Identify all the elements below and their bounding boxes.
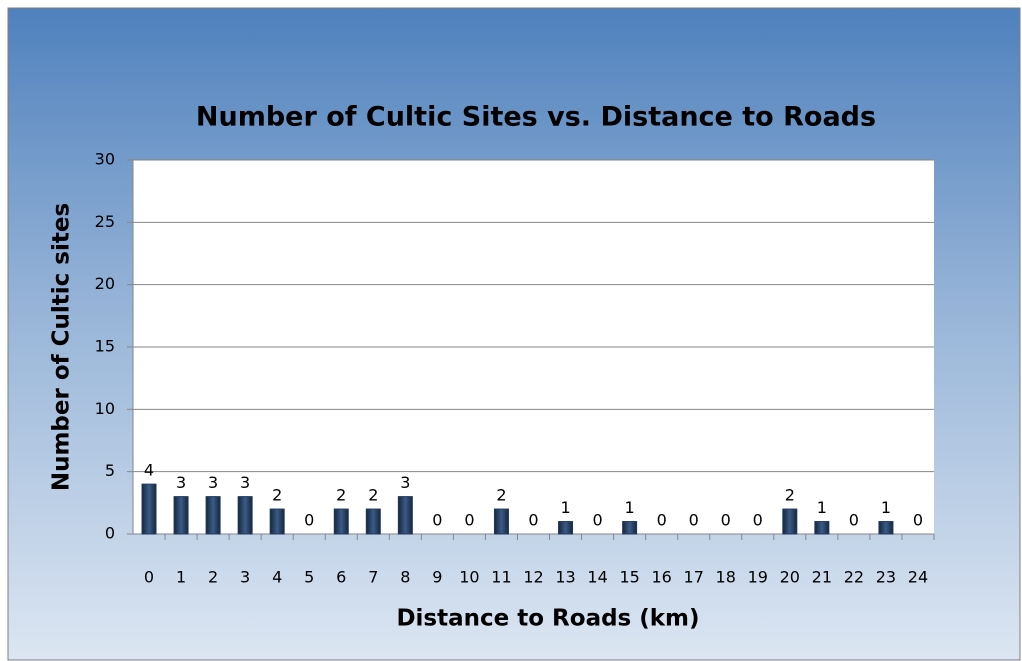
x-tick-label: 8 [400,568,410,587]
x-tick-label: 21 [812,568,832,587]
x-tick-label: 12 [523,568,543,587]
data-label: 0 [753,511,763,530]
data-label: 2 [785,486,795,505]
x-tick-label: 23 [876,568,896,587]
bar [782,508,798,535]
data-label: 0 [689,511,699,530]
x-tick-label: 11 [491,568,511,587]
bar [333,508,349,535]
data-label: 0 [464,511,474,530]
data-label: 2 [336,486,346,505]
y-tick-label: 15 [95,337,115,356]
x-tick-label: 15 [619,568,639,587]
data-label: 0 [657,511,667,530]
bar [141,483,157,535]
data-label: 0 [721,511,731,530]
data-label: 0 [528,511,538,530]
x-tick-label: 6 [336,568,346,587]
x-tick-label: 16 [651,568,671,587]
bar [365,508,381,535]
y-tick-label: 20 [95,274,115,293]
data-label: 0 [432,511,442,530]
x-tick-label: 10 [459,568,479,587]
x-tick-label: 3 [240,568,250,587]
x-tick-label: 17 [684,568,704,587]
bar [558,521,574,535]
x-tick-label: 18 [716,568,736,587]
y-tick-label: 10 [95,399,115,418]
x-tick-label: 7 [368,568,378,587]
data-label: 3 [176,473,186,492]
y-tick-label: 5 [105,461,115,480]
data-label: 1 [817,498,827,517]
bar [237,496,253,535]
bar [493,508,509,535]
data-label: 2 [272,486,282,505]
y-tick-label: 0 [105,524,115,543]
data-label: 0 [304,511,314,530]
data-label: 2 [368,486,378,505]
x-tick-label: 20 [780,568,800,587]
x-tick-label: 19 [748,568,768,587]
x-tick-label: 1 [176,568,186,587]
x-tick-label: 22 [844,568,864,587]
data-label: 3 [208,473,218,492]
x-tick-label: 4 [272,568,282,587]
bar [205,496,221,535]
data-label: 4 [144,461,154,480]
data-label: 0 [849,511,859,530]
y-tick-label: 25 [95,212,115,231]
x-tick-label: 13 [555,568,575,587]
y-tick-label: 30 [95,150,115,169]
bar [173,496,189,535]
bar [269,508,285,535]
bar [397,496,413,535]
data-label: 0 [913,511,923,530]
data-label: 1 [881,498,891,517]
bar [622,521,638,535]
data-label: 3 [400,473,410,492]
x-tick-label: 5 [304,568,314,587]
data-label: 1 [560,498,570,517]
data-label: 3 [240,473,250,492]
bar [814,521,830,535]
x-tick-label: 2 [208,568,218,587]
x-tick-label: 9 [432,568,442,587]
x-axis-title: Distance to Roads (km) [396,606,699,632]
x-tick-label: 0 [144,568,154,587]
x-tick-label: 14 [587,568,607,587]
x-tick-label: 24 [908,568,928,587]
y-axis-title: Number of Cultic sites [49,203,75,491]
bar [878,521,894,535]
data-label: 0 [592,511,602,530]
data-label: 2 [496,486,506,505]
data-label: 1 [625,498,635,517]
chart-title: Number of Cultic Sites vs. Distance to R… [196,102,876,133]
